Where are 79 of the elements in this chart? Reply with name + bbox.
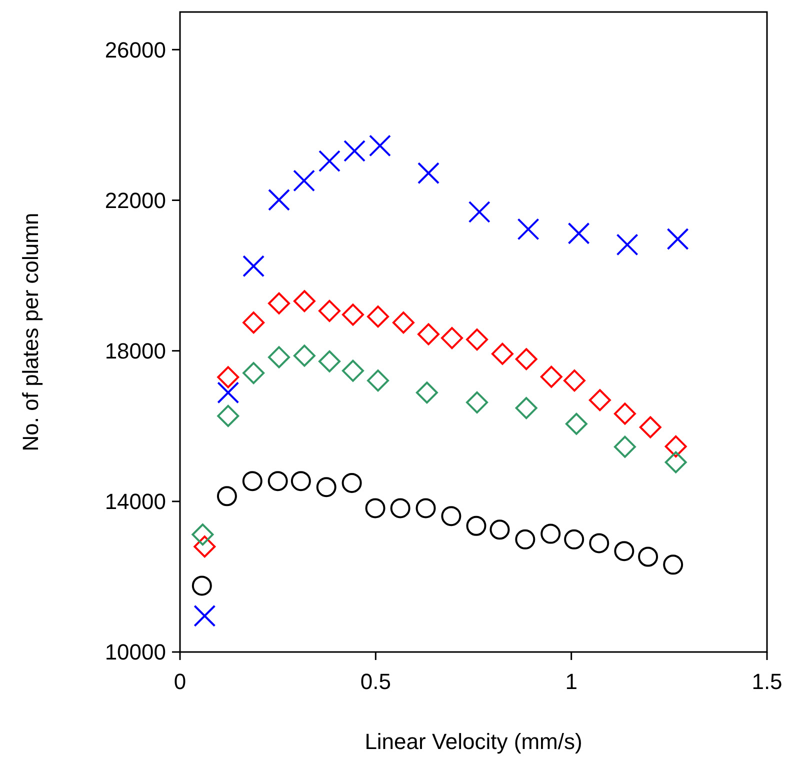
point xyxy=(242,362,265,384)
x-axis-title: Linear Velocity (mm/s) xyxy=(364,729,582,754)
point xyxy=(293,290,316,312)
point xyxy=(316,477,336,498)
y-tick-label: 18000 xyxy=(104,338,166,364)
point xyxy=(466,391,488,414)
point xyxy=(517,218,540,240)
point xyxy=(342,304,364,326)
point xyxy=(568,222,590,244)
y-tick-label: 26000 xyxy=(104,37,166,62)
point xyxy=(367,306,390,328)
y-axis-title: No. of plates per column xyxy=(18,212,43,452)
point xyxy=(242,471,262,492)
point xyxy=(293,170,316,192)
point xyxy=(666,228,689,250)
y-tick-label: 14000 xyxy=(104,489,166,514)
point xyxy=(466,328,488,351)
point xyxy=(318,300,340,322)
point xyxy=(416,382,438,404)
point xyxy=(217,366,240,388)
point xyxy=(342,360,364,382)
point xyxy=(318,150,340,172)
point xyxy=(466,516,486,536)
point xyxy=(614,436,636,458)
point xyxy=(468,200,490,223)
point xyxy=(664,451,687,474)
point xyxy=(242,255,265,278)
x-tick-label: 0 xyxy=(174,669,186,694)
point xyxy=(417,162,440,184)
point xyxy=(390,498,410,518)
point xyxy=(268,188,290,211)
point xyxy=(589,533,610,554)
point xyxy=(367,370,390,392)
point xyxy=(564,529,584,550)
point xyxy=(491,342,514,365)
point xyxy=(417,323,440,346)
x-tick-label: 0.5 xyxy=(360,669,391,694)
point xyxy=(515,529,536,550)
point xyxy=(440,327,463,350)
point xyxy=(441,506,462,526)
y-tick-label: 10000 xyxy=(104,640,166,665)
point xyxy=(515,348,538,370)
point xyxy=(217,382,240,404)
point xyxy=(515,397,538,420)
point xyxy=(216,486,237,506)
point xyxy=(616,234,638,256)
point xyxy=(242,312,265,334)
point xyxy=(368,134,391,157)
point xyxy=(342,472,362,493)
point xyxy=(392,312,414,334)
point xyxy=(416,498,436,518)
point xyxy=(565,412,588,435)
point xyxy=(490,520,510,540)
point xyxy=(588,389,611,412)
point xyxy=(638,546,658,567)
point xyxy=(344,140,366,162)
point xyxy=(293,344,316,367)
point xyxy=(192,576,212,596)
point xyxy=(540,524,561,544)
point xyxy=(614,402,636,425)
point xyxy=(192,524,214,546)
point xyxy=(365,498,386,518)
point xyxy=(194,604,216,627)
point xyxy=(217,404,240,427)
point xyxy=(563,370,586,392)
point xyxy=(268,471,288,492)
point xyxy=(290,471,311,492)
point xyxy=(663,554,684,575)
point xyxy=(664,435,687,458)
point xyxy=(268,346,290,368)
x-tick-label: 1.5 xyxy=(752,669,782,694)
point xyxy=(639,416,662,438)
point xyxy=(540,366,562,388)
y-tick-label: 22000 xyxy=(104,188,166,213)
x-tick-label: 1 xyxy=(565,669,578,694)
point xyxy=(614,541,634,562)
point xyxy=(318,350,340,372)
point xyxy=(194,536,216,558)
point xyxy=(268,292,290,314)
